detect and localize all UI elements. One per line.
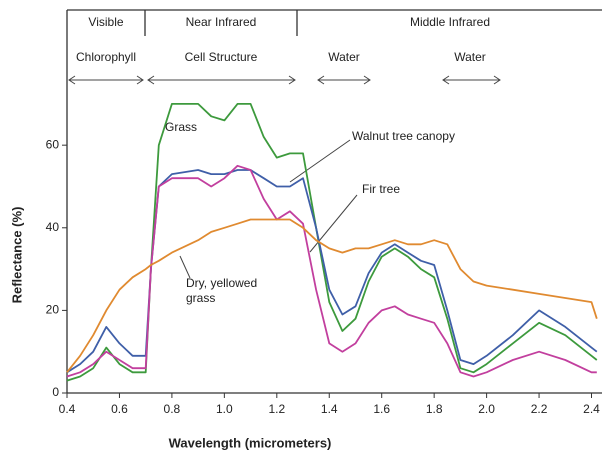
x-tick-label: 0.8 [164,402,181,416]
series-label-box: Dry, yellowed grass [186,276,258,305]
x-tick-label: 2.4 [583,402,600,416]
series-label: Dry, yellowed grass [186,276,258,305]
series-label: Fir tree [362,182,400,196]
y-tick-label: 60 [46,137,60,151]
x-tick-label: 1.0 [216,402,233,416]
feature-arrow [317,75,371,85]
x-axis-title: Wavelength (micrometers) [169,435,332,450]
region-label: Near Infrared [186,15,257,29]
x-tick-label: 0.4 [59,402,76,416]
x-tick-label: 2.2 [531,402,548,416]
series-line [66,164,597,378]
pointer [289,139,351,183]
x-tick-label: 0.6 [111,402,128,416]
feature-label: Chlorophyll [76,50,136,64]
feature-label: Water [328,50,360,64]
feature-arrow [147,75,296,85]
y-tick-label: 40 [46,220,60,234]
region-label: Middle Infrared [410,15,490,29]
series-label: Grass [165,120,197,134]
y-tick-label: 20 [46,303,60,317]
x-tick-label: 1.6 [373,402,390,416]
pointer [179,255,191,279]
x-tick-label: 1.8 [426,402,443,416]
x-tick-label: 1.2 [268,402,285,416]
region-label: Visible [88,15,123,29]
feature-label: Cell Structure [185,50,258,64]
series-line [66,218,598,373]
x-tick-label: 2.0 [478,402,495,416]
pointer [309,194,358,253]
y-tick-label: 0 [52,385,59,399]
series-label: Walnut tree canopy [352,129,455,143]
feature-arrow [442,75,501,85]
x-tick-label: 1.4 [321,402,338,416]
y-axis-title: Reflectance (%) [9,207,24,304]
feature-label: Water [454,50,486,64]
feature-arrow [68,75,144,85]
